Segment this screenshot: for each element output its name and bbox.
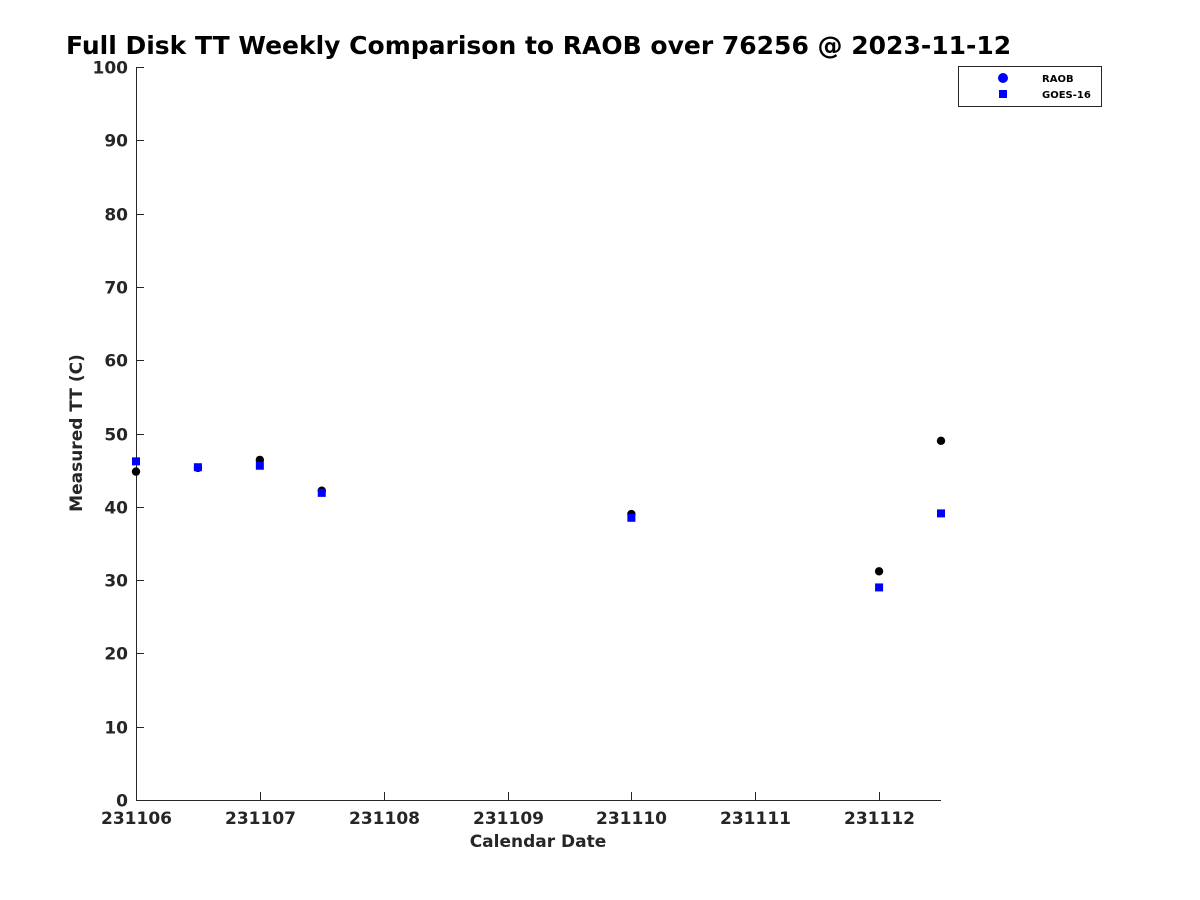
- legend-marker-raob: [998, 73, 1008, 83]
- x-axis-label: Calendar Date: [470, 832, 607, 852]
- legend-marker-goes-16: [999, 90, 1007, 98]
- y-axis-ticks: 0 10 20 30 40 50 60 70 80 90 100: [93, 59, 144, 812]
- x-tick-label: 231107: [225, 809, 296, 829]
- data-point-goes-16: [193, 463, 202, 472]
- x-tick-label: 231110: [596, 809, 667, 829]
- x-tick-label: 231111: [720, 809, 791, 829]
- y-tick-label: 60: [104, 352, 128, 372]
- data-point-raob: [936, 436, 946, 446]
- data-point-goes-16: [627, 513, 636, 522]
- data-point-goes-16: [937, 509, 945, 518]
- x-tick-label: 231108: [349, 809, 420, 829]
- y-tick-label: 40: [104, 499, 128, 519]
- data-point-goes-16: [875, 583, 884, 592]
- y-tick-label: 10: [104, 719, 128, 739]
- y-tick-label: 50: [104, 426, 128, 446]
- chart-title: Full Disk TT Weekly Comparison to RAOB o…: [66, 31, 1011, 60]
- x-tick-label: 231109: [473, 809, 544, 829]
- y-axis-label: Measured TT (C): [67, 354, 87, 512]
- data-point-goes-16: [132, 457, 140, 466]
- legend-label-raob: RAOB: [1042, 74, 1074, 85]
- data-point-goes-16: [255, 461, 264, 470]
- data-point-goes-16: [317, 488, 326, 497]
- y-tick-label: 100: [93, 59, 129, 79]
- y-tick-label: 70: [104, 279, 128, 299]
- data-point-raob: [874, 567, 884, 576]
- legend: RAOB GOES-16: [958, 66, 1102, 107]
- y-tick-label: 30: [104, 572, 128, 592]
- x-tick-label: 231106: [101, 809, 172, 829]
- legend-box: [958, 66, 1102, 107]
- y-tick-label: 90: [104, 132, 128, 152]
- data-point-raob: [131, 467, 141, 476]
- legend-label-goes-16: GOES-16: [1042, 90, 1091, 101]
- x-tick-label: 231112: [844, 809, 915, 829]
- y-tick-label: 80: [104, 206, 128, 226]
- y-tick-label: 0: [116, 792, 128, 812]
- x-axis-ticks: 231106 231107 231108 231109 231110 231111 2311…: [101, 792, 915, 829]
- y-tick-label: 20: [104, 645, 128, 665]
- data-points: [131, 436, 946, 592]
